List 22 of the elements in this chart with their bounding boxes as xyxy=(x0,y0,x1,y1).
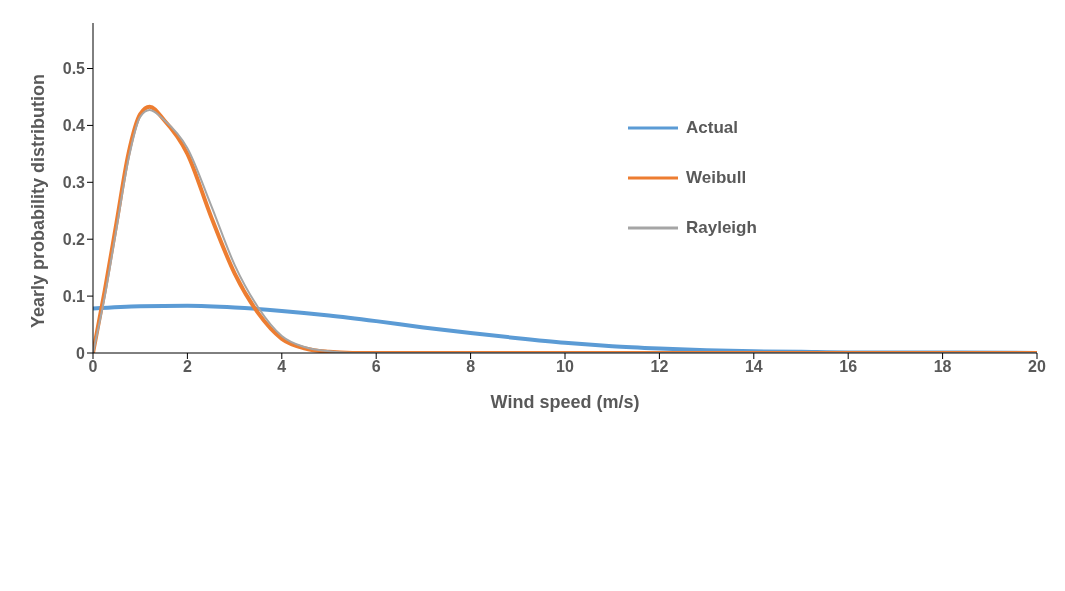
legend-label: Weibull xyxy=(686,168,747,188)
x-tick-label: 20 xyxy=(1028,358,1046,376)
x-tick-label: 14 xyxy=(744,358,763,376)
legend-label: Actual xyxy=(686,118,738,138)
x-tick-label: 10 xyxy=(556,358,574,376)
x-tick-label: 16 xyxy=(839,358,858,376)
y-tick-label: 0.2 xyxy=(62,230,86,248)
x-axis-title: Wind speed (m/s) xyxy=(490,392,640,412)
y-tick-label: 0.5 xyxy=(62,60,86,78)
y-tick-label: 0.4 xyxy=(62,117,86,135)
y-tick-label: 0.1 xyxy=(62,287,86,305)
legend-label: Rayleigh xyxy=(686,218,757,238)
x-tick-label: 4 xyxy=(277,358,287,376)
x-tick-label: 0 xyxy=(88,358,98,376)
x-tick-label: 18 xyxy=(933,358,952,376)
y-axis-title: Yearly probability distribution xyxy=(28,73,49,328)
y-tick-label: 0 xyxy=(76,344,86,362)
x-tick-label: 6 xyxy=(371,358,381,376)
x-tick-label: 8 xyxy=(466,358,476,376)
x-tick-label: 2 xyxy=(182,358,192,376)
y-tick-label: 0.3 xyxy=(62,173,86,191)
x-tick-label: 12 xyxy=(650,358,669,376)
